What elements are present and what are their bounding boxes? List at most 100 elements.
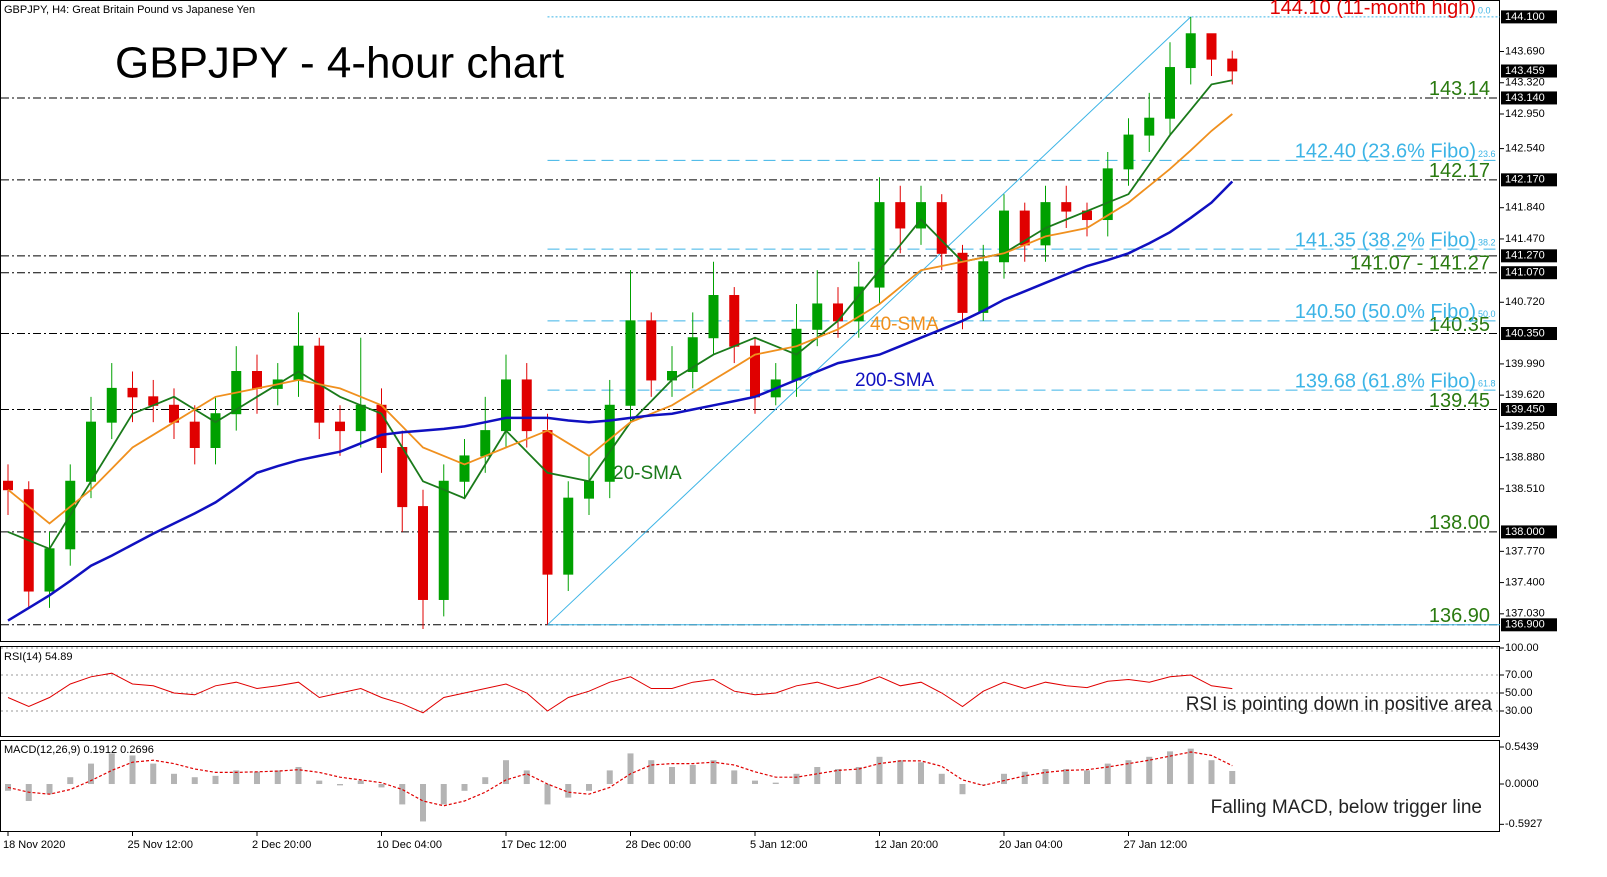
candle-body bbox=[335, 421, 345, 432]
candle-body bbox=[44, 548, 55, 592]
candle-body bbox=[1061, 202, 1072, 212]
candle-body bbox=[210, 413, 221, 448]
candle-body bbox=[521, 379, 532, 432]
price-mark-box bbox=[1501, 64, 1557, 78]
y-tick-label: 140.720 bbox=[1505, 296, 1545, 308]
candle-body bbox=[708, 295, 719, 339]
fibo-label: 140.50 (50.0% Fibo) bbox=[1295, 301, 1476, 323]
y-tick-label: 143.320 bbox=[1505, 77, 1545, 89]
y-tick-label: 30.00 bbox=[1505, 705, 1533, 717]
macd-bar bbox=[67, 777, 74, 785]
y-tick-label: 142.540 bbox=[1505, 143, 1545, 155]
x-tick-label: 5 Jan 12:00 bbox=[750, 839, 808, 851]
candle-body bbox=[687, 337, 698, 373]
y-tick-label: 138.880 bbox=[1505, 452, 1545, 464]
candle-body bbox=[106, 387, 117, 423]
macd-bar bbox=[108, 753, 115, 785]
fibo-ratio: 23.6 bbox=[1478, 149, 1496, 159]
candle-body bbox=[355, 404, 366, 432]
candle-body bbox=[252, 371, 262, 389]
macd-bar bbox=[150, 763, 157, 785]
macd-bar bbox=[420, 784, 426, 822]
y-tick-label: 143.690 bbox=[1505, 45, 1545, 57]
macd-bar bbox=[1084, 770, 1090, 785]
macd-bar bbox=[1187, 748, 1194, 785]
price-mark-box bbox=[1501, 525, 1557, 539]
y-tick-label: 141.470 bbox=[1505, 233, 1545, 245]
macd-bar bbox=[1208, 760, 1215, 785]
macd-bar bbox=[648, 760, 655, 785]
rsi-panel bbox=[0, 646, 1500, 737]
price-mark-label: 142.170 bbox=[1505, 174, 1545, 186]
fibo-ratio: 61.8 bbox=[1478, 378, 1496, 388]
macd-bar bbox=[212, 775, 219, 785]
x-tick-label: 27 Jan 12:00 bbox=[1124, 839, 1188, 851]
macd-title: MACD(12,26,9) 0.1912 0.2696 bbox=[4, 744, 154, 756]
candle-body bbox=[729, 295, 740, 347]
candle-body bbox=[563, 497, 574, 575]
macd-bar bbox=[731, 770, 738, 785]
candle-body bbox=[625, 320, 636, 406]
macd-annotation: Falling MACD, below trigger line bbox=[1211, 797, 1482, 818]
candle-body bbox=[1185, 33, 1196, 69]
candle-body bbox=[584, 480, 594, 499]
candle-body bbox=[1227, 58, 1238, 72]
macd-bar bbox=[980, 784, 987, 785]
macd-bar bbox=[1021, 771, 1028, 785]
fibo-ratio: 50.0 bbox=[1478, 309, 1496, 319]
candle-body bbox=[978, 261, 989, 313]
macd-bar bbox=[938, 773, 945, 785]
candle-body bbox=[438, 480, 449, 600]
y-tick-label: 137.770 bbox=[1505, 545, 1545, 557]
macd-bar bbox=[482, 777, 489, 785]
sma-label: 20-SMA bbox=[613, 463, 682, 484]
macd-bar bbox=[88, 763, 94, 785]
level-label: 138.00 bbox=[1429, 512, 1490, 534]
y-tick-label: 0.5439 bbox=[1505, 741, 1539, 753]
macd-bar bbox=[399, 784, 406, 805]
price-mark-label: 141.270 bbox=[1505, 250, 1545, 262]
trend-line bbox=[547, 16, 1192, 626]
price-mark-box bbox=[1501, 91, 1557, 105]
macd-bar bbox=[295, 767, 302, 785]
fibo-label: 139.68 (61.8% Fibo) bbox=[1295, 370, 1476, 392]
fibo-ratio: 0.0 bbox=[1478, 5, 1491, 15]
macd-bar bbox=[814, 767, 821, 785]
candle-body bbox=[189, 421, 200, 448]
macd-bar bbox=[337, 784, 343, 786]
macd-bar bbox=[1167, 751, 1173, 785]
candle-body bbox=[459, 455, 470, 482]
y-tick-label: 139.250 bbox=[1505, 420, 1545, 432]
macd-bar bbox=[689, 764, 696, 785]
x-tick-label: 2 Dec 20:00 bbox=[252, 839, 311, 851]
price-mark-box bbox=[1501, 402, 1557, 416]
y-tick-label: -0.5927 bbox=[1505, 818, 1542, 830]
macd-bar bbox=[357, 780, 364, 785]
price-mark-label: 143.140 bbox=[1505, 92, 1545, 104]
price-mark-box bbox=[1501, 618, 1557, 632]
macd-bar bbox=[876, 756, 883, 785]
price-mark-box bbox=[1501, 10, 1557, 24]
main-panel bbox=[0, 0, 1500, 642]
candle-body bbox=[542, 430, 553, 575]
price-mark-box bbox=[1501, 327, 1557, 341]
x-tick-label: 10 Dec 04:00 bbox=[377, 839, 442, 851]
candle-body bbox=[1102, 168, 1113, 221]
price-mark-label: 140.350 bbox=[1505, 327, 1545, 339]
rsi-annotation: RSI is pointing down in positive area bbox=[1186, 694, 1493, 715]
x-tick-label: 18 Nov 2020 bbox=[3, 839, 65, 851]
macd-panel bbox=[0, 740, 1500, 832]
macd-bar bbox=[772, 782, 779, 785]
candle-body bbox=[86, 421, 96, 482]
x-tick-label: 17 Dec 12:00 bbox=[501, 839, 566, 851]
macd-bar bbox=[1001, 773, 1007, 785]
chart-header: GBPJPY, H4: Great Britain Pound vs Japan… bbox=[4, 4, 255, 16]
y-tick-label: 138.510 bbox=[1505, 483, 1545, 495]
macd-bar bbox=[1125, 760, 1132, 785]
candle-body bbox=[1165, 67, 1175, 119]
macd-bar bbox=[897, 760, 904, 785]
candle-body bbox=[501, 379, 511, 432]
y-tick-label: 70.00 bbox=[1505, 669, 1533, 681]
candle-body bbox=[480, 430, 491, 457]
